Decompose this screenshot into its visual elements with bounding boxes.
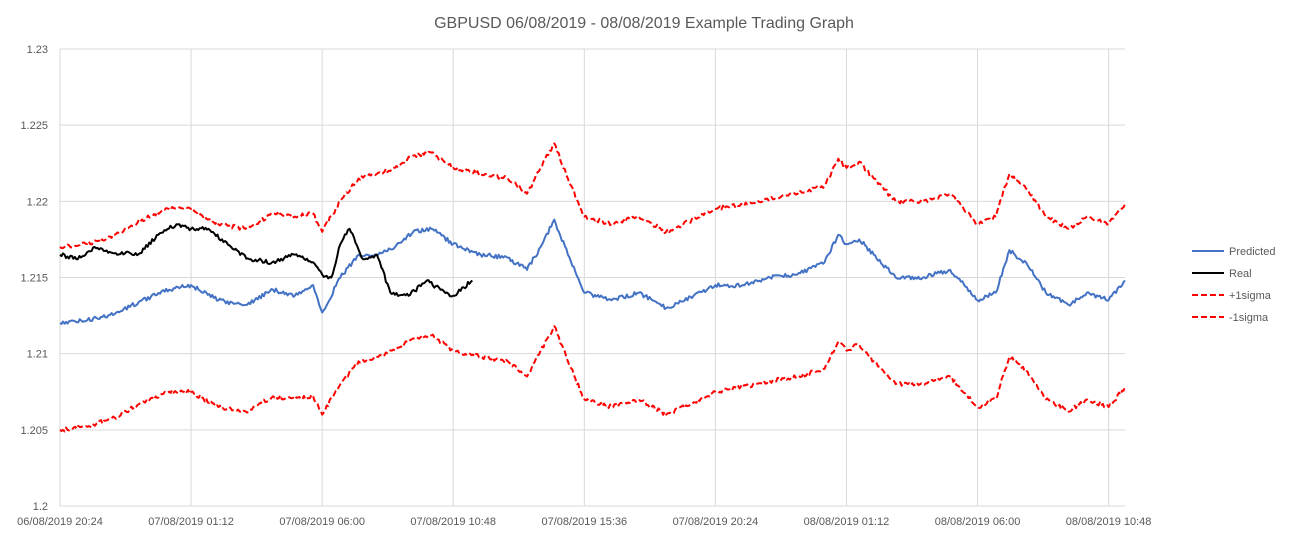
x-tick-label: 08/08/2019 01:12 bbox=[804, 516, 890, 528]
vertical-gridlines bbox=[59, 49, 1110, 506]
legend-label-real: Real bbox=[1229, 268, 1252, 280]
x-tick-label: 07/08/2019 06:00 bbox=[279, 516, 365, 528]
x-tick-label: 07/08/2019 15:36 bbox=[541, 516, 627, 528]
y-tick-label: 1.22 bbox=[27, 196, 48, 208]
y-tick-label: 1.2 bbox=[33, 501, 48, 513]
horizontal-gridlines bbox=[60, 48, 1125, 507]
series-line-predicted bbox=[59, 218, 1126, 325]
x-tick-label: 06/08/2019 20:24 bbox=[17, 516, 103, 528]
y-tick-label: 1.21 bbox=[27, 349, 48, 361]
y-tick-label: 1.225 bbox=[20, 120, 48, 132]
chart-title: GBPUSD 06/08/2019 - 08/08/2019 Example T… bbox=[434, 15, 854, 32]
x-tick-label: 07/08/2019 01:12 bbox=[148, 516, 234, 528]
x-tick-label: 07/08/2019 10:48 bbox=[410, 516, 496, 528]
y-tick-label: 1.23 bbox=[27, 44, 48, 56]
x-tick-label: 08/08/2019 10:48 bbox=[1066, 516, 1152, 528]
y-tick-label: 1.205 bbox=[20, 425, 48, 437]
legend-label-1sigma: -1sigma bbox=[1229, 312, 1269, 324]
y-axis-tick-labels: 1.2 1.205 1.21 1.215 1.22 1.225 1.23 bbox=[20, 44, 48, 513]
series-line-1sigma bbox=[59, 142, 1126, 250]
legend-label-predicted: Predicted bbox=[1229, 246, 1275, 258]
x-tick-label: 07/08/2019 20:24 bbox=[673, 516, 759, 528]
legend: Predicted Real +1sigma -1sigma bbox=[1192, 246, 1275, 324]
legend-label-1sigma: +1sigma bbox=[1229, 290, 1272, 302]
series-line-real bbox=[59, 223, 473, 298]
series-line-1sigma bbox=[59, 325, 1126, 433]
y-tick-label: 1.215 bbox=[20, 273, 48, 285]
x-axis-tick-labels: 06/08/2019 20:24 07/08/2019 01:12 07/08/20… bbox=[17, 516, 1151, 528]
x-tick-label: 08/08/2019 06:00 bbox=[935, 516, 1021, 528]
plot-series bbox=[59, 142, 1126, 433]
